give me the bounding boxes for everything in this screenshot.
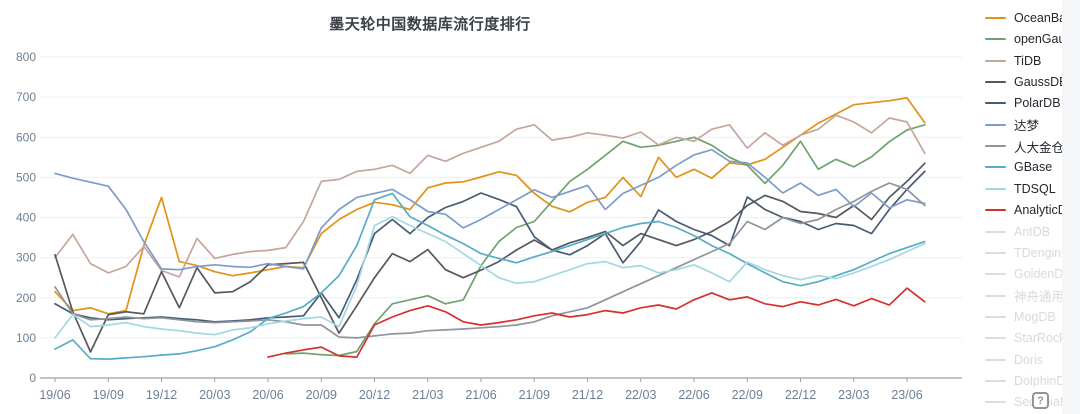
series-line-人大金仓 xyxy=(54,182,926,339)
legend-line-icon xyxy=(985,230,1006,233)
series-line-GBase xyxy=(54,192,926,360)
legend-label: AntDB xyxy=(1014,224,1051,239)
y-axis-label: 400 xyxy=(16,211,36,225)
legend-line-icon xyxy=(985,209,1006,212)
legend-label: openGauss xyxy=(1014,32,1078,47)
legend-item-GBase[interactable]: GBase xyxy=(985,159,1052,175)
series-line-达梦 xyxy=(54,148,926,271)
series-line-TDSQL xyxy=(54,215,926,339)
legend-item-PolarDB[interactable]: PolarDB xyxy=(985,95,1061,111)
legend-item-人大金仓[interactable]: 人大金仓 xyxy=(985,138,1065,155)
help-icon[interactable]: ? xyxy=(1032,392,1049,409)
x-axis-label: 22/03 xyxy=(625,388,656,402)
legend-line-icon xyxy=(985,315,1006,318)
legend-line-icon xyxy=(985,123,1006,126)
y-axis-label: 300 xyxy=(16,251,36,265)
x-axis-label: 22/12 xyxy=(785,388,816,402)
x-axis-label: 22/06 xyxy=(678,388,709,402)
legend-line-icon xyxy=(985,294,1006,297)
y-axis-label: 200 xyxy=(16,291,36,305)
legend-label: PolarDB xyxy=(1014,96,1061,111)
legend-line-icon xyxy=(985,38,1006,41)
legend-label: GBase xyxy=(1014,160,1053,175)
legend-line-icon xyxy=(985,251,1006,254)
legend-label: TDengine xyxy=(1014,245,1069,260)
legend-label: MogDB xyxy=(1014,309,1056,324)
legend-label: Doris xyxy=(1014,352,1044,367)
y-axis-label: 100 xyxy=(16,331,36,345)
x-axis-label: 21/03 xyxy=(412,388,443,402)
x-axis-label: 19/12 xyxy=(146,388,177,402)
legend-label: StarRocks xyxy=(1014,331,1072,346)
legend-label: TiDB xyxy=(1014,53,1042,68)
y-axis-label: 800 xyxy=(16,50,36,64)
x-axis-label: 19/09 xyxy=(93,388,124,402)
legend-line-icon xyxy=(985,401,1006,404)
series-line-OceanBase xyxy=(54,97,926,315)
series-line-AnalyticDB xyxy=(267,287,926,358)
legend-line-icon xyxy=(985,379,1006,382)
legend-label: 神舟通用 xyxy=(1014,290,1065,305)
x-axis-label: 23/03 xyxy=(838,388,869,402)
chart-title: 墨天轮中国数据库流行度排行 xyxy=(329,16,531,33)
legend-item-GaussDB[interactable]: GaussDB xyxy=(985,74,1068,90)
x-axis-label: 19/06 xyxy=(39,388,70,402)
x-axis-label: 20/09 xyxy=(306,388,337,402)
legend-item-MogDB[interactable]: MogDB xyxy=(985,309,1056,325)
legend-line-icon xyxy=(985,102,1006,105)
x-axis-label: 23/06 xyxy=(891,388,922,402)
y-axis-label: 600 xyxy=(16,130,36,144)
legend-line-icon xyxy=(985,145,1006,148)
x-axis-label: 21/09 xyxy=(519,388,550,402)
legend-line-icon xyxy=(985,17,1006,19)
legend-item-TDSQL[interactable]: TDSQL xyxy=(985,181,1056,197)
legend-line-icon xyxy=(985,187,1006,190)
x-axis-label: 22/09 xyxy=(732,388,763,402)
x-axis-label: 21/06 xyxy=(465,388,496,402)
legend-label: 人大金仓 xyxy=(1014,140,1065,155)
x-axis-label: 21/12 xyxy=(572,388,603,402)
legend-label: GoldenDB xyxy=(1014,267,1072,282)
legend-item-AntDB[interactable]: AntDB xyxy=(985,224,1050,240)
legend-label: 达梦 xyxy=(1014,119,1040,134)
x-axis-label: 20/06 xyxy=(252,388,283,402)
y-axis-label: 700 xyxy=(16,90,36,104)
legend-item-TiDB[interactable]: TiDB xyxy=(985,53,1041,69)
x-axis-label: 20/03 xyxy=(199,388,230,402)
chart-canvas: 0 100 200 300 400 500 600 700 800 19/06 19/09 19/12… xyxy=(16,50,962,402)
legend-label: TDSQL xyxy=(1014,181,1056,196)
legend-item-TDengine[interactable]: TDengine xyxy=(985,245,1068,261)
legend-item-达梦[interactable]: 达梦 xyxy=(985,117,1039,133)
series-line-openGauss xyxy=(284,123,926,357)
legend-line-icon xyxy=(985,81,1006,84)
legend-line-icon xyxy=(985,337,1006,340)
legend-line-icon xyxy=(985,166,1006,169)
legend-line-icon xyxy=(985,59,1006,62)
x-axis-label: 20/12 xyxy=(359,388,390,402)
legend-item-openGauss[interactable]: openGauss xyxy=(985,31,1078,47)
legend-label: GaussDB xyxy=(1014,75,1068,90)
y-axis-label: 500 xyxy=(16,170,36,184)
legend-item-DolphinDB[interactable]: DolphinDB xyxy=(985,373,1074,389)
series-line-GaussDB xyxy=(54,162,926,353)
y-axis-label: 0 xyxy=(29,371,36,385)
legend-line-icon xyxy=(985,358,1006,361)
legend-item-GoldenDB[interactable]: GoldenDB xyxy=(985,266,1072,282)
series-line-TiDB xyxy=(54,114,926,278)
legend-line-icon xyxy=(985,273,1006,276)
series-line-PolarDB xyxy=(54,170,926,323)
legend-label: AnalyticDB xyxy=(1014,203,1076,218)
legend-item-StarRocks[interactable]: StarRocks xyxy=(985,330,1072,346)
legend-label: DolphinDB xyxy=(1014,373,1074,388)
scrollbar-track[interactable] xyxy=(1062,0,1080,414)
legend-item-神舟通用[interactable]: 神舟通用 xyxy=(985,288,1064,304)
legend-item-AnalyticDB[interactable]: AnalyticDB xyxy=(985,202,1075,218)
legend-item-Doris[interactable]: Doris xyxy=(985,352,1043,368)
